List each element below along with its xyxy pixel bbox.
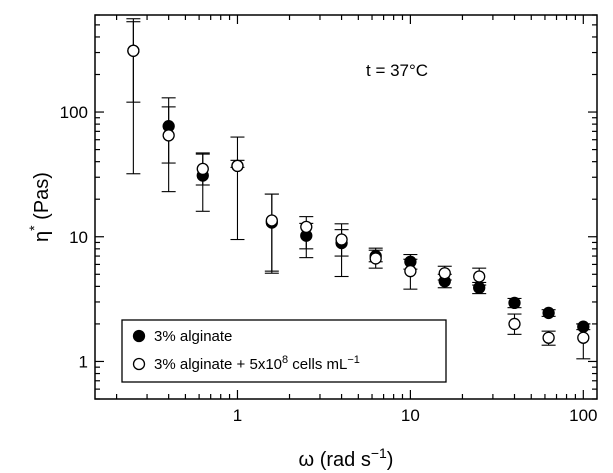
data-point-alginate-cells [577,331,590,344]
data-point-alginate-cells [196,162,209,176]
data-point-alginate-cells [404,264,417,278]
data-point-alginate-cells [231,159,244,173]
data-point-alginate-cells [300,220,313,234]
plot-frame [94,14,598,400]
legend: 3% alginate 3% alginate + 5x108 cells mL… [121,319,447,383]
y-tick-label: 10 [69,228,88,247]
data-point-alginate-cells [438,267,451,280]
y-tick-label: 100 [60,103,88,122]
axis-ticks: 1 10 100 1 10 100 [60,14,597,425]
legend-marker-filled [132,329,146,343]
data-point-alginate-cells [473,270,486,283]
x-axis-label: ω (rad s−1) [299,445,394,471]
x-tick-label: 100 [569,406,597,425]
data-point-alginate-cells [127,44,140,57]
data-point-alginate [508,296,521,310]
legend-box [121,319,447,383]
legend-label-alginate-cells: 3% alginate + 5x108 cells mL−1 [154,354,360,373]
data-point-alginate-cells [265,214,278,227]
data-point-alginate [473,281,486,294]
data-point-alginate-cells [335,233,348,246]
x-tick-label: 1 [233,406,242,425]
x-tick-label: 10 [401,406,420,425]
data-point-alginate-cells [508,317,521,331]
legend-marker-open [132,357,146,371]
data-point-alginate [577,320,590,333]
data-marks [126,18,591,360]
data-point-alginate [542,306,555,320]
legend-label-alginate: 3% alginate [154,328,232,345]
y-axis-label: η* (Pas) [26,172,53,242]
annotation-temperature: t = 37°C [366,61,428,80]
y-tick-label: 1 [79,352,88,371]
data-point-alginate-cells [542,331,555,344]
data-point-alginate-cells [162,129,175,142]
data-point-alginate-cells [369,252,382,265]
